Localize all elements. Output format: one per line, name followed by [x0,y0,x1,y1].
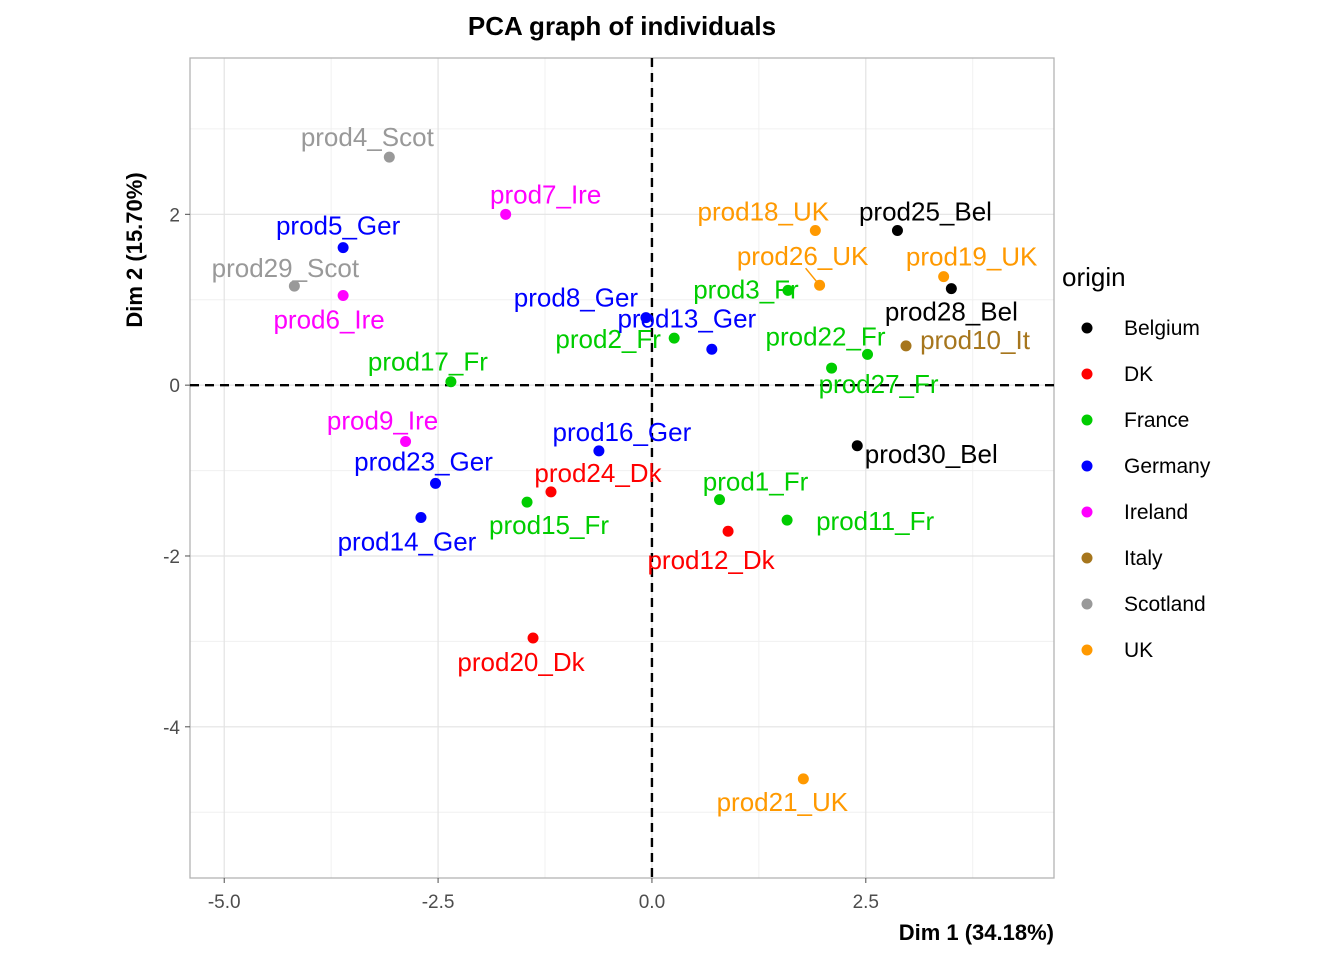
data-point-label: prod6_Ire [273,304,384,334]
data-point-label: prod10_It [920,325,1031,355]
data-point-label: prod11_Fr [816,506,934,536]
legend-key [1081,460,1093,472]
labels-layer: prod4_Scotprod7_Ireprod5_Gerprod29_Scotp… [212,122,1038,817]
x-tick-label: -5.0 [208,892,241,913]
data-point-label: prod26_UK [737,241,869,271]
data-point-label: prod28_Bel [885,297,1018,327]
data-point [527,632,539,644]
legend-label: DK [1124,363,1153,386]
data-point [809,225,821,237]
data-point [722,525,734,537]
data-point [851,440,863,452]
data-point [862,348,874,360]
data-point-label: prod5_Ger [276,211,401,241]
data-point-label: prod15_Fr [489,510,609,540]
legend-key [1081,598,1093,610]
data-point-label: prod2_Fr [555,324,661,354]
data-point [593,445,605,457]
x-tick-label: 2.5 [853,892,879,913]
legend-title: origin [1062,262,1126,292]
data-point [938,271,950,283]
data-point [337,289,349,301]
x-axis-title: Dim 1 (34.18%) [899,920,1054,945]
data-point [797,773,809,785]
data-point [900,340,912,352]
data-point-label: prod4_Scot [301,122,435,152]
data-point-label: prod24_Dk [534,458,662,488]
data-point-label: prod18_UK [698,197,830,227]
legend-label: Germany [1124,455,1211,478]
data-point-label: prod27_Fr [819,369,939,399]
data-point [782,284,794,296]
y-tick-label: -2 [163,547,180,568]
legend-label: Belgium [1124,317,1200,340]
legend-label: Ireland [1124,501,1188,524]
legend-key [1081,322,1093,334]
data-point [400,436,412,448]
data-point [781,514,793,526]
legend: origin Belgium DK France Germany Ireland Ital… [1062,262,1211,662]
legend-label: France [1124,409,1189,432]
data-point-label: prod25_Bel [859,197,992,227]
data-point-label: prod29_Scot [212,253,360,283]
data-point [945,283,957,295]
data-point [445,376,457,388]
legend-key [1081,368,1093,380]
label-leader-line [805,267,821,286]
data-point-label: prod30_Bel [865,439,998,469]
plot-panel: prod4_Scotprod7_Ireprod5_Gerprod29_Scotp… [189,57,1055,879]
y-axis-title: Dim 2 (15.70%) [122,172,147,327]
data-point [714,494,726,506]
data-point-label: prod14_Ger [338,527,477,557]
x-tick-label: 0.0 [639,892,665,913]
data-point-label: prod16_Ger [553,417,692,447]
legend-key [1081,414,1093,426]
data-point [415,512,427,524]
data-point [545,486,557,498]
y-tick-label: 2 [169,205,180,226]
y-tick-label: 0 [169,376,180,397]
legend-label: Italy [1124,547,1163,570]
data-point [706,343,718,355]
chart-title: PCA graph of individuals [468,11,776,41]
data-point [288,280,300,292]
data-point-label: prod20_Dk [457,647,585,677]
data-point-label: prod3_Fr [693,274,799,304]
data-point [383,151,395,163]
legend-label: UK [1124,639,1153,662]
legend-key [1081,644,1093,656]
data-point [640,312,652,324]
data-point [668,332,680,344]
data-point [521,496,533,508]
panel-border [189,57,1055,879]
data-point-label: prod1_Fr [703,467,809,497]
data-point [891,225,903,237]
data-point [337,242,349,254]
data-point [826,362,838,374]
data-point-label: prod9_Ire [327,406,438,436]
data-point-label: prod13_Ger [617,303,756,333]
legend-label: Scotland [1124,593,1206,616]
legend-key [1081,552,1093,564]
data-point-label: prod22_Fr [766,321,886,351]
data-point-label: prod7_Ire [490,179,601,209]
points-layer [288,151,957,785]
data-point-label: prod8_Ger [514,283,639,313]
data-point-label: prod12_Dk [647,545,775,575]
data-point-label: prod23_Ger [354,446,493,476]
y-tick-label: -4 [163,718,180,739]
data-point-label: prod17_Fr [368,347,488,377]
data-point [430,477,442,489]
data-point-label: prod21_UK [717,787,849,817]
x-tick-label: -2.5 [422,892,455,913]
data-point-label: prod19_UK [906,242,1038,272]
legend-key [1081,506,1093,518]
data-point [500,208,512,220]
